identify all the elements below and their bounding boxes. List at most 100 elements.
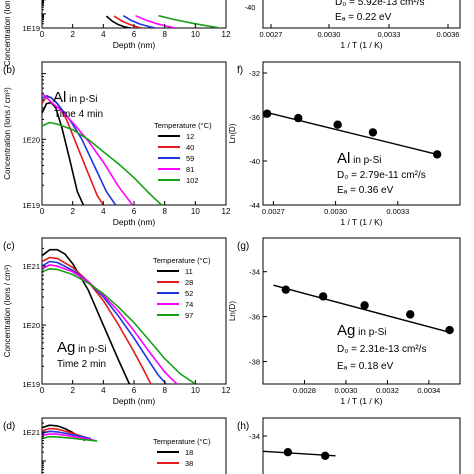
y-tick-label: -36 [249, 113, 260, 122]
annotation-ea-f: Eₐ = 0.36 eV [337, 185, 394, 196]
annotation-d0-f: D₀ = 2.79e-11 cm²/s [337, 170, 426, 181]
x-tick-label: 2 [70, 30, 75, 39]
x-tick-label: 10 [191, 30, 200, 39]
time-label-b: Time 4 min [54, 109, 103, 120]
panel-label: (g) [237, 241, 249, 252]
x-tick-label: 0 [40, 207, 45, 216]
x-tick-label: 0.0030 [334, 386, 357, 395]
series-line-d-61 [42, 430, 92, 440]
x-tick-label: 10 [191, 207, 200, 216]
legend-title-d: Temperature (°C) [153, 437, 211, 446]
legend-entry-c: 52 [185, 289, 193, 298]
series-group-d [42, 418, 98, 474]
legend-entry-c: 74 [185, 300, 193, 309]
plot-frame-g [262, 237, 461, 385]
y-tick-label: 1E20 [22, 321, 40, 330]
series-line-c-11 [42, 248, 131, 384]
x-tick-label: 0.0030 [318, 30, 341, 39]
data-point-f [368, 128, 378, 137]
y-tick-label: -40 [249, 157, 260, 166]
points-group-h [263, 435, 336, 460]
series-line-a-2 [122, 15, 156, 28]
annotation-ea: Eₐ = 0.22 eV [335, 12, 392, 23]
x-tick-label: 0 [40, 30, 45, 39]
y-tick-label: -34 [249, 432, 260, 441]
plot-frame-e [262, 0, 461, 29]
fit-line-f [266, 111, 438, 156]
y-tick-label: 1E19 [22, 24, 40, 33]
plot-frame-h [262, 417, 461, 474]
data-point-g [445, 325, 454, 335]
series-line-a-0 [105, 15, 132, 28]
plot-frame-f [262, 61, 461, 206]
data-point-f [333, 120, 342, 129]
species-label-f: Al in p-Si [337, 150, 381, 167]
series-line-b-102 [42, 121, 163, 205]
y-axis-label: Concentration (Ions / cm³) [3, 264, 12, 357]
data-point-h [283, 448, 293, 457]
data-point-f [432, 150, 442, 159]
x-tick-label: 4 [101, 207, 106, 216]
y-tick-label: -34 [249, 268, 260, 277]
species-label-g: Ag in p-Si [337, 322, 386, 339]
x-axis-label: 1 / T (1 / K) [340, 217, 382, 227]
panel-label: (b) [3, 65, 15, 76]
y-axis-label: Ln(D) [228, 301, 237, 321]
data-point-g [360, 301, 369, 310]
x-tick-label: 6 [132, 30, 137, 39]
x-tick-label: 6 [132, 386, 137, 395]
species-label-c: Ag in p-Si [57, 339, 106, 356]
panel-label: (h) [237, 421, 249, 432]
annotation-d0-g: D₀ = 2.31e-13 cm²/s [337, 344, 426, 355]
series-line-d-79 [42, 433, 95, 441]
series-line-c-97 [42, 267, 196, 384]
legend-entry-d: 38 [185, 459, 193, 468]
x-tick-label: 4 [101, 30, 106, 39]
series-line-c-28 [42, 256, 152, 384]
x-tick-label: 8 [162, 207, 167, 216]
data-point-g [406, 310, 415, 319]
y-tick-label: -44 [249, 201, 260, 210]
legend-title-c: Temperature (°C) [153, 256, 211, 265]
x-tick-label: 12 [222, 30, 231, 39]
series-group-a [42, 0, 226, 28]
series-line-c-74 [42, 264, 178, 384]
legend-entry-d: 18 [185, 448, 193, 457]
points-group-g [263, 271, 454, 384]
series-line-a-4 [158, 14, 219, 28]
y-tick-label: -32 [249, 69, 260, 78]
legend-entry-c: 97 [185, 311, 193, 320]
y-tick-label: -38 [249, 358, 260, 367]
y-axis-label: Concentration (Ions / cm³) [3, 87, 12, 180]
y-tick-label: 1E19 [22, 201, 40, 210]
fit-line-g [273, 284, 450, 334]
y-tick-label: 1E21 [22, 262, 40, 271]
x-tick-label: 2 [70, 207, 75, 216]
data-point-g [281, 285, 291, 294]
x-tick-label: 10 [191, 386, 200, 395]
x-tick-label: 6 [132, 207, 137, 216]
x-tick-label: 0.0033 [378, 30, 401, 39]
legend-entry-c: 11 [185, 267, 193, 276]
species-label-b: Al in p-Si [53, 89, 97, 106]
x-tick-label: 0.0034 [417, 386, 440, 395]
x-tick-label: 0 [40, 386, 45, 395]
y-tick-label: 1E20 [22, 135, 40, 144]
x-tick-label: 0.0033 [386, 207, 409, 216]
x-tick-label: 0.0027 [262, 207, 285, 216]
panel-label: f) [237, 65, 243, 76]
x-tick-label: 0.0030 [324, 207, 347, 216]
plot-frame-d [41, 417, 227, 474]
x-tick-label: 0.0028 [293, 386, 316, 395]
x-axis-label: Depth (nm) [113, 40, 156, 50]
x-tick-label: 8 [162, 30, 167, 39]
series-group-c [42, 238, 226, 384]
series-line-a-1 [113, 15, 142, 28]
x-tick-label: 0.0032 [376, 386, 399, 395]
legend-entry-b: 59 [186, 154, 194, 163]
series-group-b [42, 73, 226, 205]
data-point-f [263, 109, 272, 118]
x-tick-label: 0.0027 [260, 30, 283, 39]
series-line-d-4 [42, 435, 98, 442]
series-line-a-3 [135, 14, 176, 28]
